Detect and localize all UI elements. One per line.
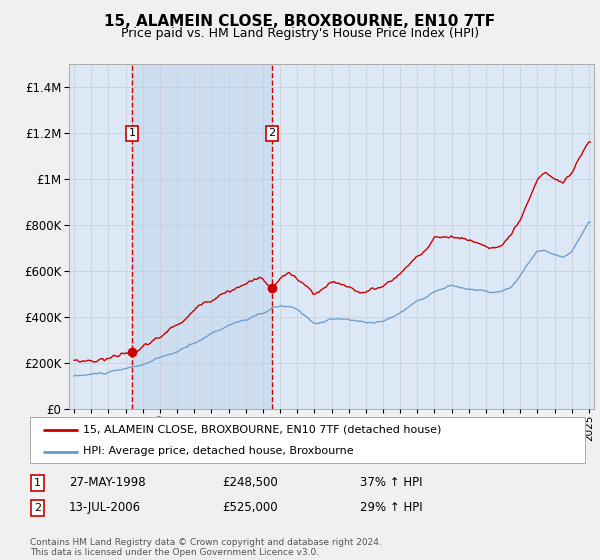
Text: 27-MAY-1998: 27-MAY-1998 xyxy=(69,476,146,489)
Text: £248,500: £248,500 xyxy=(222,476,278,489)
Text: 13-JUL-2006: 13-JUL-2006 xyxy=(69,501,141,515)
Bar xyxy=(132,64,272,409)
Text: £525,000: £525,000 xyxy=(222,501,278,515)
Text: 15, ALAMEIN CLOSE, BROXBOURNE, EN10 7TF (detached house): 15, ALAMEIN CLOSE, BROXBOURNE, EN10 7TF … xyxy=(83,424,441,435)
Text: 1: 1 xyxy=(128,128,136,138)
Text: 15, ALAMEIN CLOSE, BROXBOURNE, EN10 7TF: 15, ALAMEIN CLOSE, BROXBOURNE, EN10 7TF xyxy=(104,14,496,29)
Text: HPI: Average price, detached house, Broxbourne: HPI: Average price, detached house, Brox… xyxy=(83,446,353,456)
Text: 2: 2 xyxy=(269,128,275,138)
Text: Contains HM Land Registry data © Crown copyright and database right 2024.
This d: Contains HM Land Registry data © Crown c… xyxy=(30,538,382,557)
Text: 2: 2 xyxy=(34,503,41,513)
Text: 37% ↑ HPI: 37% ↑ HPI xyxy=(360,476,422,489)
Text: Price paid vs. HM Land Registry's House Price Index (HPI): Price paid vs. HM Land Registry's House … xyxy=(121,27,479,40)
Text: 29% ↑ HPI: 29% ↑ HPI xyxy=(360,501,422,515)
Text: 1: 1 xyxy=(34,478,41,488)
